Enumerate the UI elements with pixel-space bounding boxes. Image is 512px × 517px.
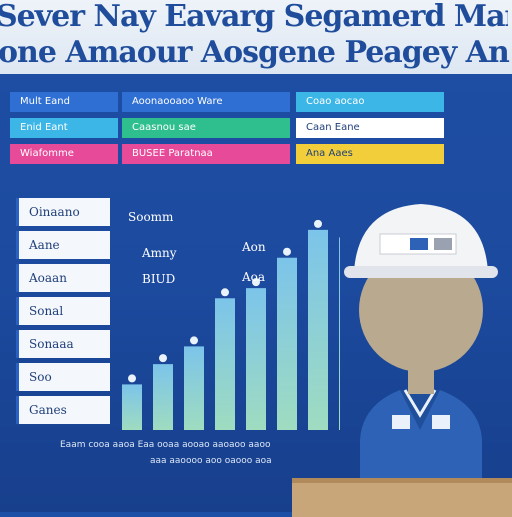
info-tile: Ana Aaes — [296, 144, 444, 164]
row-label: Soo — [16, 363, 110, 391]
bar — [215, 298, 235, 430]
title-line-2: one Amaour Aosgene Peagey Angarm — [0, 36, 510, 72]
bar-cap — [283, 248, 291, 256]
footnote-1: Eaam cooa aaoa Eaa ooaa aooao aaoaoo aao… — [60, 440, 270, 450]
info-tile: Caan Eane — [296, 118, 444, 138]
bar-annotation: BIUD — [142, 272, 175, 286]
bar-annotation: Aoa — [242, 270, 265, 284]
info-tile: Caasnou sae — [122, 118, 290, 138]
bar-cap — [221, 288, 229, 296]
row-label: Aoaan — [16, 264, 110, 292]
row-label: Aane — [16, 231, 110, 259]
bar — [246, 288, 266, 430]
bar-chart: Soomm Amny BIUD Aon Aoa — [112, 190, 340, 434]
bar-annotation: Amny — [142, 246, 177, 260]
row-label: Sonal — [16, 297, 110, 325]
info-tile: Mult Eand — [10, 92, 118, 112]
bar-annotation: Soomm — [128, 210, 173, 224]
bar — [153, 364, 173, 430]
bar-annotation: Aon — [242, 240, 266, 254]
title-line-1: Sever Nay Eavarg Segamerd Mar A — [0, 0, 508, 36]
desk — [292, 478, 512, 517]
bar — [122, 384, 142, 430]
worker-illustration — [330, 190, 512, 512]
row-label: Oinaano — [16, 198, 110, 226]
bar-cap — [190, 336, 198, 344]
info-tile: Aoonaooaoo Ware — [122, 92, 290, 112]
info-tile: Wiafomme — [10, 144, 118, 164]
bar-chart-svg — [112, 190, 340, 434]
info-tile: Enid Eant — [10, 118, 118, 138]
bar-cap — [128, 374, 136, 382]
footnote-2: aaa aaoooo aoo oaooo aoa — [150, 456, 272, 466]
bar — [184, 346, 204, 430]
bar-cap — [159, 354, 167, 362]
bar — [277, 258, 297, 430]
info-tile: Coao aocao — [296, 92, 444, 112]
bar — [308, 230, 328, 430]
row-label: Sonaaa — [16, 330, 110, 358]
title-banner: Sever Nay Eavarg Segamerd Mar A one Amao… — [0, 0, 512, 74]
info-tile: BUSEE Paratnaa — [122, 144, 290, 164]
row-label: Ganes — [16, 396, 110, 424]
bar-cap — [314, 220, 322, 228]
